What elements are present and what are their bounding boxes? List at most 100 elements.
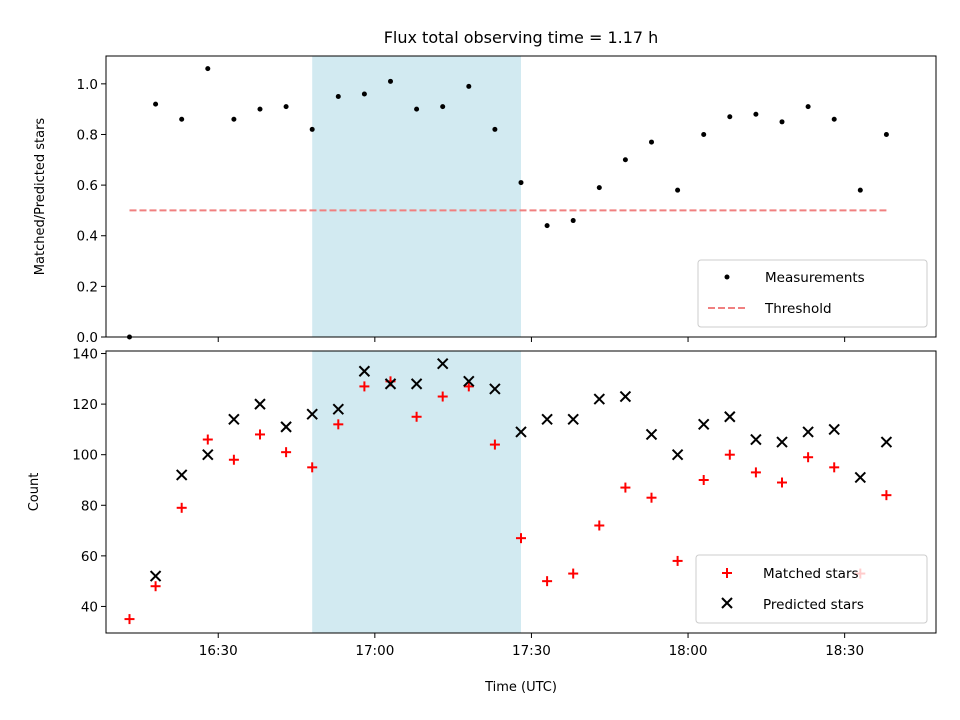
cross-b [254,398,266,410]
measurement-point [727,114,733,120]
legend-measurements-label: Measurements [765,270,865,286]
cross-b [880,436,893,448]
bottom-x-axis-ticks: 16:30 17:00 17:30 18:00 18:30 [199,633,864,659]
measurement-point [831,116,837,122]
predicted-star-point [724,411,736,423]
predicted-star-point [306,408,318,420]
y-tick-label: 0.6 [77,178,98,194]
y-tick-label: 0.0 [77,330,98,346]
x-tick-label: 16:30 [199,643,238,659]
matched-star-point [437,391,448,402]
y-tick-label: 60 [81,549,98,565]
measurement-point [361,91,367,97]
matched-star-point [150,581,161,592]
predicted-star-point [332,403,345,415]
matched-star-point [228,454,239,465]
predicted-star-point [410,378,423,390]
predicted-star-point [280,421,292,433]
bottom-y-axis-label: Count [27,473,42,512]
measurement-point [518,180,524,186]
matched-star-point [881,490,892,501]
measurement-point [492,126,498,132]
matched-star-point [568,568,579,579]
matched-star-point [620,482,631,493]
x-tick-label: 17:30 [512,643,551,659]
measurement-point [309,126,315,132]
cross-b [515,426,527,438]
cross-b [567,413,579,425]
cross-b [384,378,397,390]
matched-star-point [254,429,265,440]
legend-predicted-marker [721,597,733,609]
measurement-point [414,106,420,112]
predicted-star-point [828,423,840,436]
cross-b [619,390,632,403]
legend-predicted-label: Predicted stars [763,597,864,613]
cross-b [149,570,162,582]
measurement-point [779,119,785,125]
measurement-point [857,187,863,193]
measurement-point [649,139,655,145]
matched-star-point [463,381,474,392]
predicted-star-point [671,448,684,461]
y-tick-label: 100 [72,448,98,464]
predicted-star-point [593,393,606,405]
measurement-point [205,66,211,72]
legend-matched-marker [722,568,732,578]
cross-b [724,411,736,423]
predicted-star-point [645,428,658,441]
predicted-star-point [567,413,579,425]
cross-b [802,426,814,438]
matched-star-point [516,533,526,544]
matched-star-point [803,452,814,463]
cross-b [697,418,710,431]
bottom-axes-frame [105,350,937,634]
cross-b [721,597,733,609]
predicted-star-point [880,436,893,448]
predicted-star-point [254,398,266,410]
matched-star-point [646,492,657,503]
matched-star-point [202,434,213,445]
predicted-star-point [619,390,632,403]
predicted-star-point [463,375,475,388]
y-tick-label: 40 [81,599,98,615]
top-legend: Measurements Threshold [697,259,928,328]
y-tick-label: 1.0 [77,77,98,93]
bottom-legend-box [695,554,928,624]
x-tick-label: 17:00 [355,643,394,659]
measurement-point [544,223,550,229]
cross-b [202,448,214,461]
bottom-observing-span [312,351,521,633]
matched-star-point [542,576,553,587]
matched-star-point [724,449,735,460]
predicted-star-point [802,426,814,438]
matched-star-point [750,467,761,478]
top-x-axis-ticks [217,337,846,342]
predicted-star-point [175,469,188,481]
matched-star-point [489,439,500,450]
top-y-axis-label: Matched/Predicted stars [33,118,48,276]
top-observing-span [312,56,521,337]
y-tick-label: 0.8 [77,127,98,143]
predicted-star-point [489,383,501,395]
measurement-point [179,116,185,122]
measurement-point [622,157,628,163]
legend-cross [721,597,733,609]
predicted-star-point [436,357,449,370]
measurement-point [283,104,289,110]
y-tick-label: 120 [72,397,98,413]
matched-star-point [124,614,135,625]
top-legend-box [697,259,928,328]
cross-b [776,436,788,448]
cross-b [593,393,606,405]
bottom-panel: 40 60 80 100 120 140 16:30 17:00 17:30 18:00 18:3… [27,347,937,695]
matched-star-point [672,555,683,566]
y-tick-label: 80 [81,498,98,514]
measurements-series [126,66,889,340]
matched-star-point [359,381,370,392]
predicted-star-point [202,448,214,461]
predicted-star-point [750,433,762,446]
predicted-star-point [228,413,240,425]
cross-b [436,357,449,370]
